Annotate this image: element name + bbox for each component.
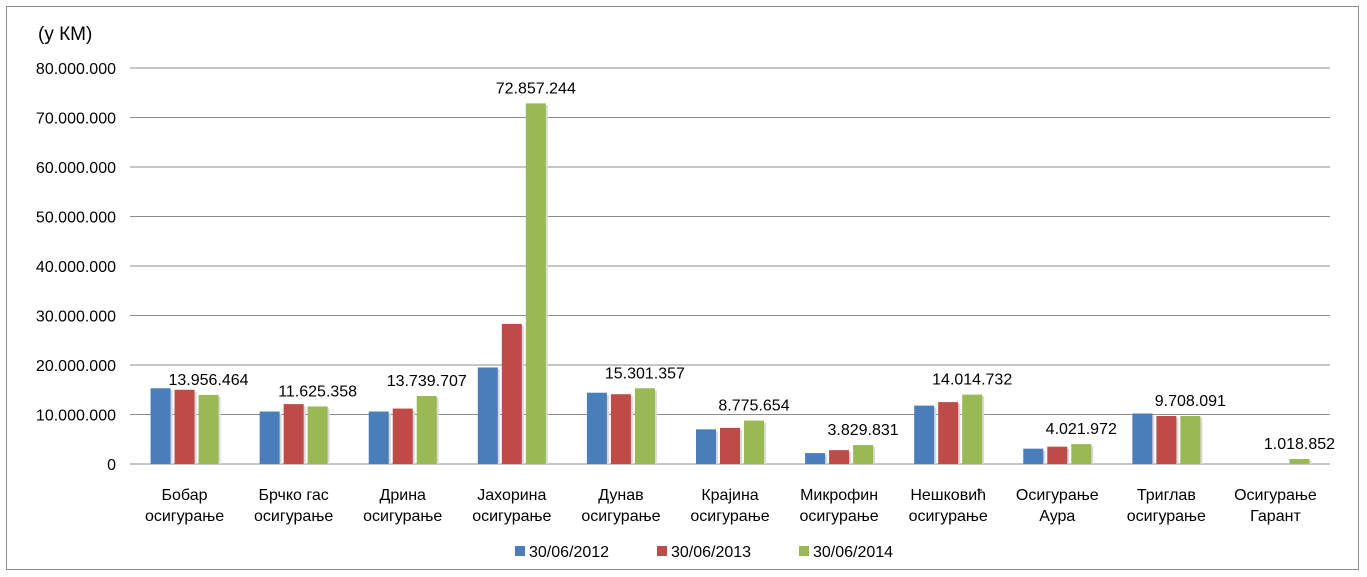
bar-30/06/2014: [307, 406, 328, 464]
data-label: 14.014.732: [932, 372, 1012, 389]
data-label: 4.021.972: [1046, 421, 1117, 438]
data-label: 3.829.831: [827, 422, 898, 439]
x-category-label: Микрофин: [800, 487, 878, 504]
x-category-label: осигурање: [909, 508, 988, 525]
data-label: 13.739.707: [387, 373, 467, 390]
bar-30/06/2013: [392, 408, 413, 464]
bar-30/06/2013: [829, 450, 850, 464]
y-tick-label: 50.000.000: [36, 210, 116, 227]
bar-30/06/2012: [150, 388, 171, 464]
legend-entry: 30/06/2013: [671, 544, 751, 561]
x-category-label: Крајина: [701, 487, 758, 504]
data-label: 72.857.244: [496, 80, 576, 97]
x-category-label: Осигурање: [1234, 487, 1317, 504]
legend-entry: 30/06/2012: [529, 544, 609, 561]
y-tick-label: 10.000.000: [36, 408, 116, 425]
bar-30/06/2012: [1132, 413, 1153, 464]
bar-30/06/2013: [720, 427, 740, 464]
legend-swatch: [515, 546, 525, 556]
bar-30/06/2013: [174, 389, 195, 464]
bar-30/06/2012: [477, 367, 498, 464]
bar-30/06/2012: [696, 429, 716, 464]
x-category-label: осигурање: [799, 508, 878, 525]
legend-swatch: [799, 546, 809, 556]
x-category-label: Аура: [1039, 508, 1075, 525]
x-category-label: Бобар: [162, 487, 208, 504]
unit-label: (у КМ): [38, 24, 92, 45]
bar-30/06/2013: [501, 323, 522, 464]
y-tick-label: 30.000.000: [36, 309, 116, 326]
bar-30/06/2013: [1047, 446, 1068, 464]
x-category-label: Осигурање: [1016, 487, 1099, 504]
data-label: 8.775.654: [718, 398, 789, 415]
y-tick-label: 40.000.000: [36, 259, 116, 276]
bar-30/06/2014: [198, 394, 219, 464]
y-tick-label: 80.000.000: [36, 61, 116, 78]
chart-frame: [6, 6, 1359, 570]
bar-30/06/2013: [610, 394, 631, 464]
bar-30/06/2014: [962, 394, 983, 464]
x-category-label: Триглав: [1137, 487, 1196, 504]
bar-30/06/2014: [525, 103, 546, 465]
bar-30/06/2012: [805, 453, 826, 464]
bar-30/06/2014: [634, 388, 655, 464]
data-label: 9.708.091: [1155, 393, 1226, 410]
x-category-label: осигурање: [254, 508, 333, 525]
bar-30/06/2012: [586, 392, 607, 464]
bar-30/06/2012: [1023, 448, 1044, 464]
x-category-label: осигурање: [145, 508, 224, 525]
bar-30/06/2014: [1180, 415, 1201, 464]
y-tick-label: 60.000.000: [36, 160, 116, 177]
y-tick-label: 20.000.000: [36, 358, 116, 375]
bar-30/06/2014: [744, 420, 764, 464]
data-label: 13.956.464: [169, 372, 249, 389]
bar-30/06/2014: [1289, 458, 1310, 464]
x-category-label: Дрина: [380, 487, 427, 504]
bar-30/06/2012: [259, 411, 280, 464]
data-labels: 13.956.464 11.625.358 13.739.707 72.857.244…: [169, 80, 1336, 453]
bars: [150, 103, 1312, 465]
bar-30/06/2014: [416, 395, 437, 464]
x-axis-categories: Бобар осигурање Брчко гас осигурање Дрина оси…: [145, 487, 1317, 525]
bar-30/06/2013: [283, 404, 304, 464]
legend-entry: 30/06/2014: [813, 544, 893, 561]
bar-30/06/2012: [368, 411, 389, 464]
x-category-label: Дунав: [598, 487, 643, 504]
x-category-label: осигурање: [690, 508, 769, 525]
data-label: 1.018.852: [1264, 436, 1335, 453]
x-category-label: Гарант: [1250, 508, 1301, 525]
x-category-label: осигурање: [1127, 508, 1206, 525]
x-category-label: Јахорина: [477, 487, 546, 504]
y-tick-label: 70.000.000: [36, 111, 116, 128]
x-category-label: осигурање: [363, 508, 442, 525]
data-label: 11.625.358: [278, 383, 357, 400]
legend: 30/06/2012 30/06/2013 30/06/2014: [515, 544, 893, 561]
x-category-label: осигурање: [581, 508, 660, 525]
bar-30/06/2013: [938, 402, 959, 464]
bar-30/06/2012: [914, 405, 935, 464]
y-axis-ticks: 0 10.000.000 20.000.000 30.000.000 40.000.00…: [36, 61, 116, 474]
y-tick-label: 0: [107, 457, 116, 474]
x-category-label: осигурање: [472, 508, 551, 525]
x-category-label: Брчко гас: [258, 487, 328, 504]
bar-30/06/2014: [1071, 444, 1092, 464]
legend-swatch: [657, 546, 667, 556]
bar-30/06/2014: [853, 445, 874, 464]
x-category-label: Нешковић: [910, 487, 986, 504]
bar-30/06/2013: [1156, 415, 1177, 464]
data-label: 15.301.357: [605, 365, 685, 382]
